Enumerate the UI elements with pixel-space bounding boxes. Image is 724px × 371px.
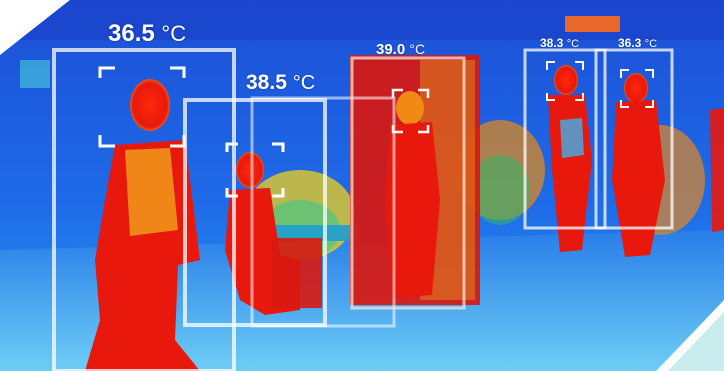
temperature-label-1: 36.5 °C xyxy=(108,22,186,46)
detection-boxes xyxy=(52,48,674,371)
detection-box-5 xyxy=(594,48,674,230)
temperature-unit: °C xyxy=(161,21,187,46)
temperature-label-4: 38.3 °C xyxy=(540,37,579,50)
person-2 xyxy=(225,152,322,315)
temperature-unit: °C xyxy=(292,72,316,94)
temperature-reading: 39.0 xyxy=(376,41,406,58)
face-brackets xyxy=(98,61,654,198)
temperature-label-3: 39.0 °C xyxy=(376,42,425,57)
detection-box-4 xyxy=(523,48,607,230)
wall-sign xyxy=(20,60,50,88)
person-4 xyxy=(548,65,592,252)
temperature-reading: 36.5 xyxy=(108,20,155,47)
temperature-reading: 36.3 xyxy=(618,36,642,50)
temperature-unit: °C xyxy=(409,41,426,57)
temperature-label-5: 36.3 °C xyxy=(618,37,657,50)
temperature-unit: °C xyxy=(566,38,580,50)
temperature-reading: 38.5 xyxy=(246,71,287,94)
detection-box-1 xyxy=(52,48,236,371)
person-3 xyxy=(385,91,440,298)
temperature-reading: 38.3 xyxy=(540,36,564,50)
person-5 xyxy=(612,73,665,257)
person-1 xyxy=(85,79,200,371)
temperature-label-2: 38.5 °C xyxy=(246,72,315,93)
exit-sign xyxy=(565,16,620,32)
temperature-unit: °C xyxy=(644,38,658,50)
detection-box-3 xyxy=(350,56,466,310)
